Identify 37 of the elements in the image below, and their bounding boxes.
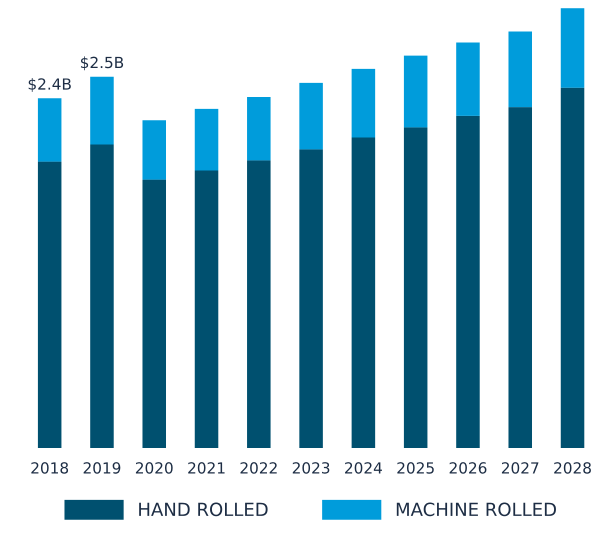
x-tick-label: 2024 [345, 462, 382, 474]
bar [142, 180, 166, 448]
x-tick-label: 2025 [397, 462, 434, 474]
bar [247, 160, 271, 448]
bar [299, 82, 323, 150]
x-tick-label: 2028 [554, 462, 591, 474]
x-tick-label: 2027 [502, 462, 538, 474]
bar [456, 42, 480, 116]
bar [38, 162, 62, 448]
annotation: $2.4B [28, 78, 71, 92]
bar [194, 108, 218, 170]
x-tick-label: 2022 [240, 462, 277, 474]
x-tick-label: 2019 [84, 462, 120, 474]
bar [560, 8, 584, 88]
bar [456, 116, 480, 448]
x-tick-label: 2026 [450, 462, 486, 474]
legend-label: HAND ROLLED [139, 502, 268, 516]
bar [404, 56, 428, 128]
bar [142, 120, 166, 180]
x-tick-label: 2021 [188, 462, 225, 474]
x-tick-label: 2020 [136, 462, 173, 474]
bar [90, 76, 114, 144]
bar [560, 88, 584, 448]
bar [38, 98, 62, 162]
x-tick-label: 2018 [31, 462, 68, 474]
legend-label: MACHINE ROLLED [396, 502, 556, 516]
bar [299, 149, 323, 448]
bar [352, 137, 376, 448]
bar [247, 96, 271, 160]
bar [404, 127, 428, 448]
bar [194, 170, 218, 448]
bar [508, 107, 532, 448]
annotation: $2.5B [80, 56, 124, 70]
bar [90, 144, 114, 448]
bar [352, 68, 376, 138]
bar [508, 31, 532, 108]
x-tick-label: 2023 [292, 462, 330, 474]
